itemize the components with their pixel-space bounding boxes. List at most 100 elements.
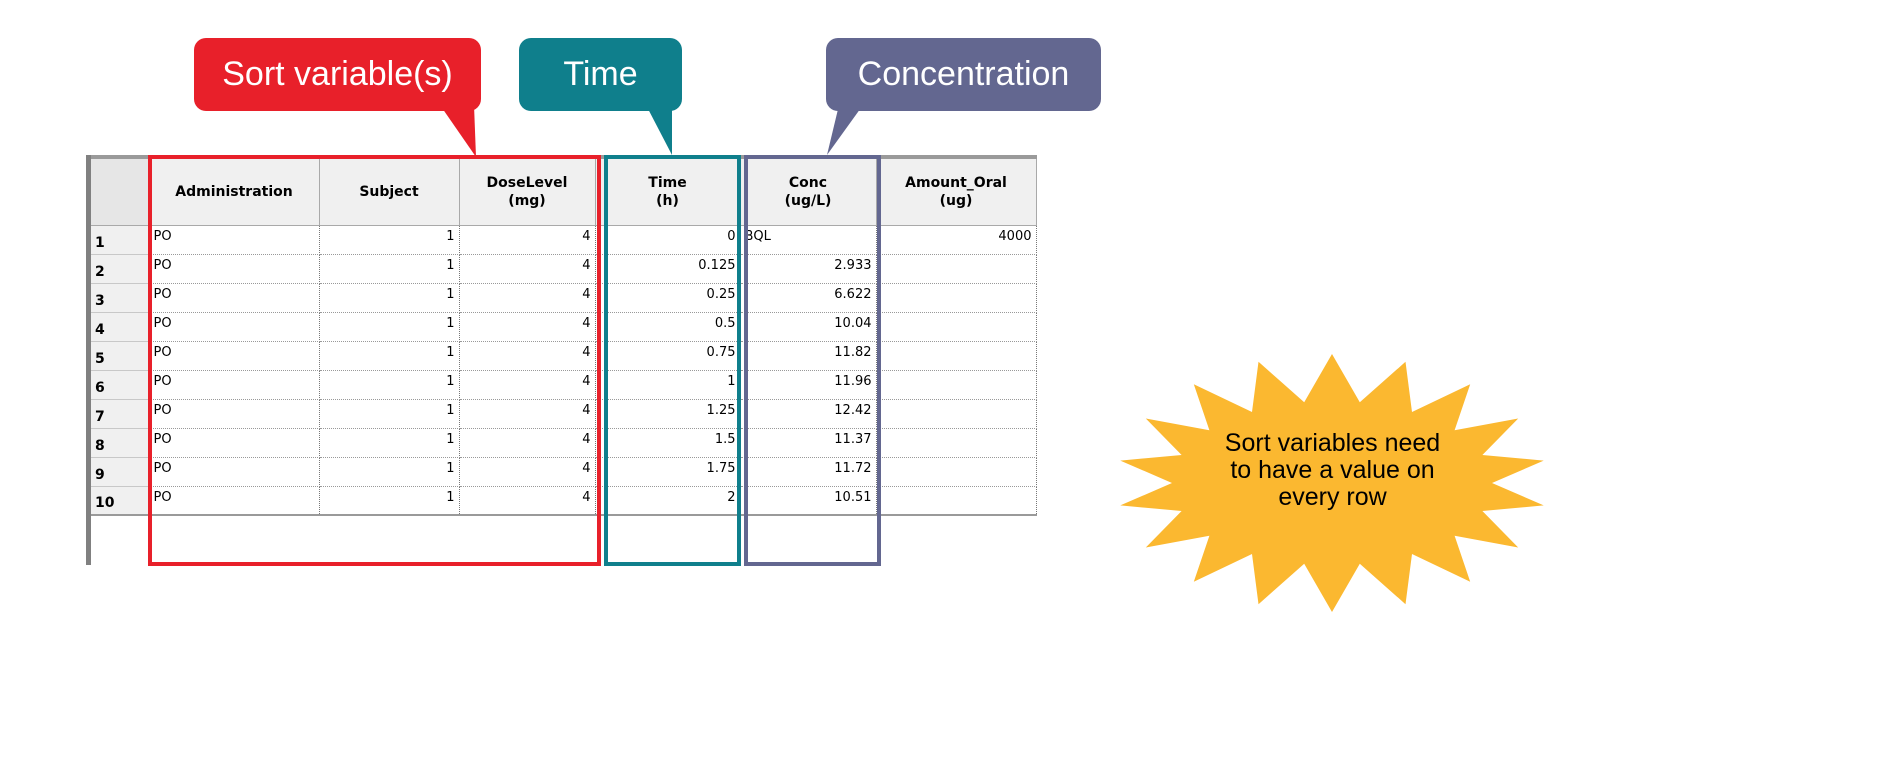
table-cell[interactable]: 0.75	[595, 341, 741, 371]
table-cell[interactable]: 11.37	[740, 428, 877, 458]
data-grid[interactable]: Administration Subject DoseLevel (mg) Ti…	[91, 155, 1037, 516]
table-cell[interactable]	[876, 486, 1037, 516]
table-cell[interactable]	[876, 428, 1037, 458]
table-cell[interactable]: 1	[319, 370, 460, 400]
table-cell[interactable]: PO	[149, 457, 320, 487]
column-header-line1: Conc	[788, 174, 828, 191]
table-cell[interactable]: 1	[319, 457, 460, 487]
table-cell[interactable]: PO	[149, 486, 320, 516]
sort-variables-note: Sort variables need to have a value on e…	[1170, 430, 1495, 511]
row-number-cell[interactable]: 9	[91, 457, 150, 487]
column-header-line2: (ug/L)	[784, 192, 832, 209]
column-header-line1: DoseLevel	[486, 174, 568, 191]
table-cell[interactable]: 4	[459, 283, 596, 313]
table-cell[interactable]	[876, 341, 1037, 371]
table-cell[interactable]: 1	[319, 341, 460, 371]
table-cell[interactable]: 11.96	[740, 370, 877, 400]
table-cell[interactable]: 1	[319, 283, 460, 313]
table-row[interactable]: 3 PO 1 4 0.25 6.622	[91, 283, 1037, 313]
column-header-amount-oral[interactable]: Amount_Oral (ug)	[876, 155, 1037, 226]
starburst-fill	[1120, 354, 1544, 612]
table-cell[interactable]: 4	[459, 457, 596, 487]
table-cell[interactable]: PO	[149, 399, 320, 429]
row-number-cell[interactable]: 8	[91, 428, 150, 458]
table-cell[interactable]	[876, 283, 1037, 313]
time-callout: Time	[519, 38, 682, 111]
table-cell[interactable]: 4	[459, 428, 596, 458]
table-row[interactable]: 6 PO 1 4 1 11.96	[91, 370, 1037, 400]
row-number-cell[interactable]: 4	[91, 312, 150, 342]
table-row[interactable]: 5 PO 1 4 0.75 11.82	[91, 341, 1037, 371]
table-row[interactable]: 10 PO 1 4 2 10.51	[91, 486, 1037, 516]
table-cell[interactable]: 0	[595, 225, 741, 255]
table-cell[interactable]	[876, 457, 1037, 487]
table-cell[interactable]: 2	[595, 486, 741, 516]
table-row[interactable]: 4 PO 1 4 0.5 10.04	[91, 312, 1037, 342]
table-cell[interactable]	[876, 312, 1037, 342]
table-cell[interactable]: 0.25	[595, 283, 741, 313]
table-cell[interactable]	[876, 370, 1037, 400]
table-cell[interactable]: 1.75	[595, 457, 741, 487]
table-cell[interactable]	[876, 254, 1037, 284]
table-cell[interactable]: PO	[149, 283, 320, 313]
column-header-line1: Time	[648, 174, 687, 191]
grid-corner-cell[interactable]	[91, 155, 150, 226]
row-number-cell[interactable]: 1	[91, 225, 150, 255]
table-cell[interactable]: 4	[459, 312, 596, 342]
starburst-shape	[1120, 354, 1544, 612]
table-cell[interactable]: 11.82	[740, 341, 877, 371]
table-cell[interactable]: PO	[149, 225, 320, 255]
row-number-cell[interactable]: 10	[91, 486, 150, 516]
table-cell[interactable]: 1.25	[595, 399, 741, 429]
table-cell[interactable]: 1	[319, 254, 460, 284]
table-cell[interactable]: 4	[459, 341, 596, 371]
table-cell[interactable]: 1	[319, 428, 460, 458]
grid-header-row: Administration Subject DoseLevel (mg) Ti…	[91, 155, 1037, 226]
column-header-time[interactable]: Time (h)	[595, 155, 741, 226]
table-cell[interactable]: 4	[459, 254, 596, 284]
table-cell[interactable]: 12.42	[740, 399, 877, 429]
table-row[interactable]: 8 PO 1 4 1.5 11.37	[91, 428, 1037, 458]
table-cell[interactable]: PO	[149, 254, 320, 284]
table-cell[interactable]: PO	[149, 428, 320, 458]
table-cell[interactable]: 4	[459, 225, 596, 255]
table-cell[interactable]: PO	[149, 312, 320, 342]
table-cell[interactable]: 6.622	[740, 283, 877, 313]
table-cell[interactable]: 2.933	[740, 254, 877, 284]
row-number-cell[interactable]: 6	[91, 370, 150, 400]
table-cell[interactable]: PO	[149, 370, 320, 400]
row-number-cell[interactable]: 3	[91, 283, 150, 313]
column-header-subject[interactable]: Subject	[319, 155, 460, 226]
table-cell[interactable]: 1.5	[595, 428, 741, 458]
column-header-line1: Administration	[175, 183, 293, 200]
table-cell[interactable]: 10.51	[740, 486, 877, 516]
column-header-doselevel[interactable]: DoseLevel (mg)	[459, 155, 596, 226]
table-cell[interactable]: 1	[319, 399, 460, 429]
column-header-administration[interactable]: Administration	[149, 155, 320, 226]
table-cell[interactable]: 0.125	[595, 254, 741, 284]
row-number-cell[interactable]: 2	[91, 254, 150, 284]
table-cell[interactable]: 4000	[876, 225, 1037, 255]
table-row[interactable]: 9 PO 1 4 1.75 11.72	[91, 457, 1037, 487]
table-cell[interactable]: 10.04	[740, 312, 877, 342]
table-cell[interactable]	[876, 399, 1037, 429]
table-cell[interactable]: 1	[595, 370, 741, 400]
row-number-cell[interactable]: 5	[91, 341, 150, 371]
table-row[interactable]: 2 PO 1 4 0.125 2.933	[91, 254, 1037, 284]
table-cell[interactable]: 1	[319, 225, 460, 255]
table-cell[interactable]: 4	[459, 486, 596, 516]
table-cell[interactable]: 4	[459, 370, 596, 400]
table-cell[interactable]: 0.5	[595, 312, 741, 342]
row-number-cell[interactable]: 7	[91, 399, 150, 429]
table-cell[interactable]: 1	[319, 312, 460, 342]
table-cell[interactable]: 4	[459, 399, 596, 429]
column-header-conc[interactable]: Conc (ug/L)	[740, 155, 877, 226]
table-cell[interactable]: PO	[149, 341, 320, 371]
concentration-callout-tail	[827, 105, 863, 155]
table-row[interactable]: 7 PO 1 4 1.25 12.42	[91, 399, 1037, 429]
column-header-line2: (mg)	[508, 192, 546, 209]
table-cell[interactable]: BQL	[740, 225, 877, 255]
table-cell[interactable]: 1	[319, 486, 460, 516]
table-cell[interactable]: 11.72	[740, 457, 877, 487]
table-row[interactable]: 1 PO 1 4 0 BQL 4000	[91, 225, 1037, 255]
